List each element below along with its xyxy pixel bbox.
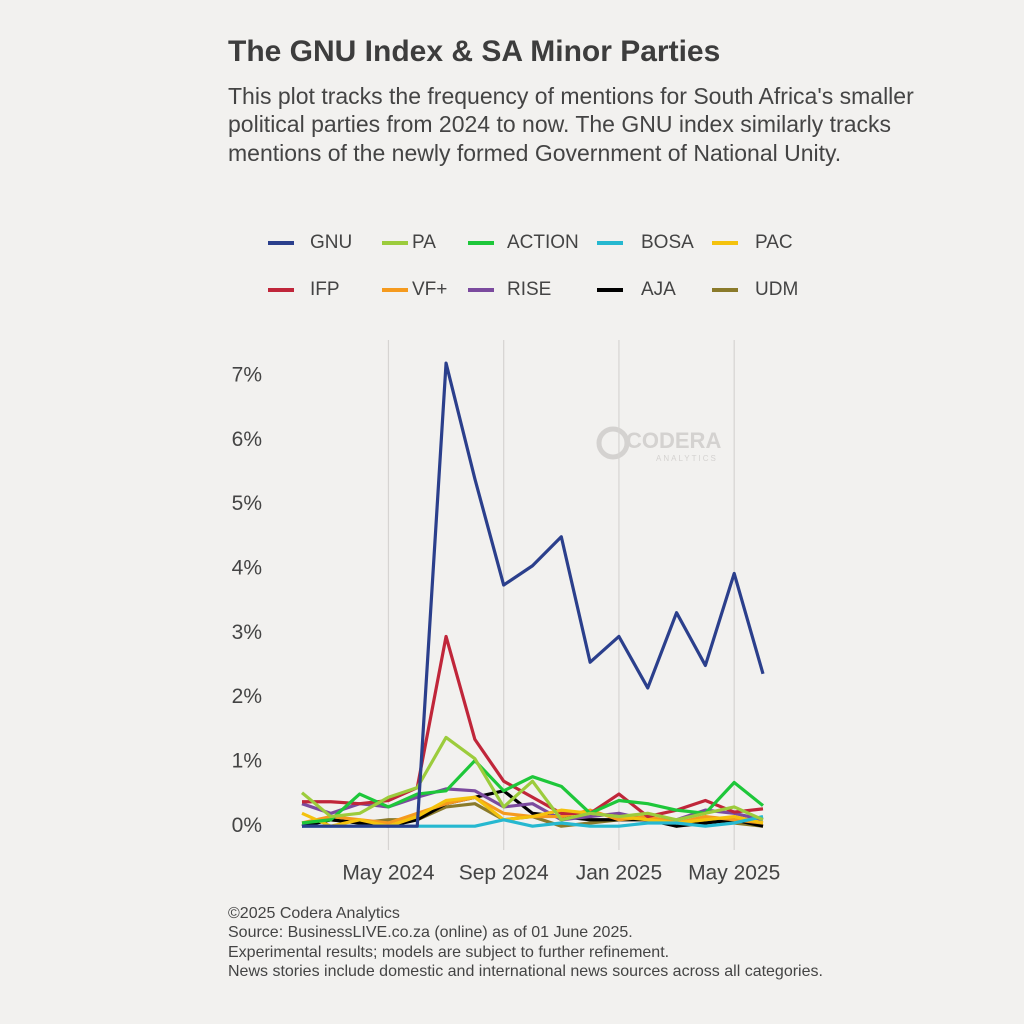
y-tick-label: 7% bbox=[232, 364, 262, 387]
x-tick-label: May 2025 bbox=[688, 862, 780, 885]
watermark: CODERA bbox=[626, 428, 721, 453]
series-line bbox=[302, 634, 764, 819]
legend-label: AJA bbox=[641, 279, 676, 300]
y-tick-label: 6% bbox=[232, 428, 262, 451]
subtitle: This plot tracks the frequency of mentio… bbox=[228, 83, 914, 109]
legend-label: ACTION bbox=[507, 232, 579, 253]
legend-label: IFP bbox=[310, 279, 340, 300]
legend-label: RISE bbox=[507, 279, 551, 300]
y-tick-label: 5% bbox=[232, 492, 262, 515]
footer: Experimental results; models are subject… bbox=[228, 944, 669, 961]
legend-label: BOSA bbox=[641, 232, 694, 253]
footer: ©2025 Codera Analytics bbox=[228, 905, 400, 922]
series-line bbox=[302, 361, 765, 828]
y-tick-label: 0% bbox=[232, 814, 262, 837]
series-line bbox=[300, 735, 764, 822]
y-tick-label: 2% bbox=[232, 685, 262, 708]
legend-label: VF+ bbox=[412, 279, 447, 300]
legend-label: UDM bbox=[755, 279, 798, 300]
x-tick-label: May 2024 bbox=[342, 862, 435, 885]
legend-label: GNU bbox=[310, 232, 352, 253]
legend-label: PA bbox=[412, 232, 436, 253]
subtitle: mentions of the newly formed Government … bbox=[228, 140, 841, 166]
watermark: ANALYTICS bbox=[656, 454, 718, 463]
x-tick-label: Jan 2025 bbox=[576, 862, 662, 885]
y-tick-label: 3% bbox=[232, 621, 262, 644]
series-line bbox=[301, 795, 764, 828]
y-tick-label: 4% bbox=[232, 557, 262, 580]
subtitle: political parties from 2024 to now. The … bbox=[228, 111, 891, 137]
footer: Source: BusinessLIVE.co.za (online) as o… bbox=[228, 924, 633, 941]
watermark-logo bbox=[596, 426, 630, 460]
chart-title: The GNU Index & SA Minor Parties bbox=[228, 35, 720, 68]
legend-label: PAC bbox=[755, 232, 793, 253]
y-tick-label: 1% bbox=[232, 749, 262, 772]
x-tick-label: Sep 2024 bbox=[459, 862, 549, 885]
footer: News stories include domestic and intern… bbox=[228, 963, 823, 980]
